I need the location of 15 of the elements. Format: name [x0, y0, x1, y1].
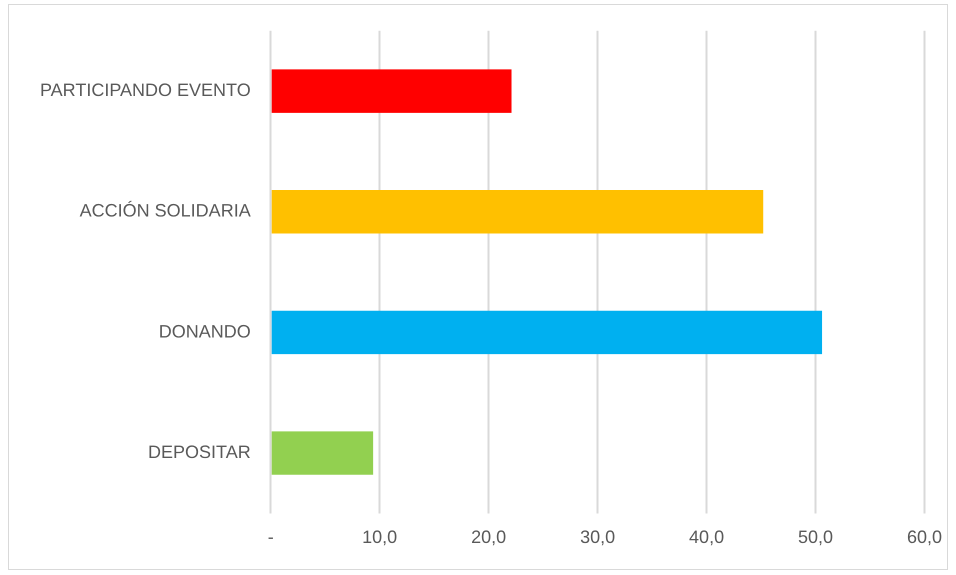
- x-tick-label: -: [268, 527, 274, 548]
- bar: [272, 190, 764, 234]
- bar: [272, 69, 512, 113]
- y-tick-label: PARTICIPANDO EVENTO: [40, 80, 251, 100]
- y-tick-label: DEPOSITAR: [148, 442, 251, 462]
- y-tick-label: DONANDO: [158, 321, 251, 342]
- x-tick-label: 20,0: [471, 527, 506, 548]
- x-tick-label: 30,0: [580, 527, 616, 548]
- x-tick-label: 40,0: [689, 527, 724, 548]
- y-tick-label: ACCIÓN SOLIDARIA: [80, 200, 251, 221]
- x-tick-label: 50,0: [798, 527, 834, 548]
- x-tick-label: 10,0: [362, 527, 398, 548]
- bar: [272, 310, 822, 354]
- bar: [272, 431, 374, 475]
- x-tick-label: 60,0: [906, 527, 942, 548]
